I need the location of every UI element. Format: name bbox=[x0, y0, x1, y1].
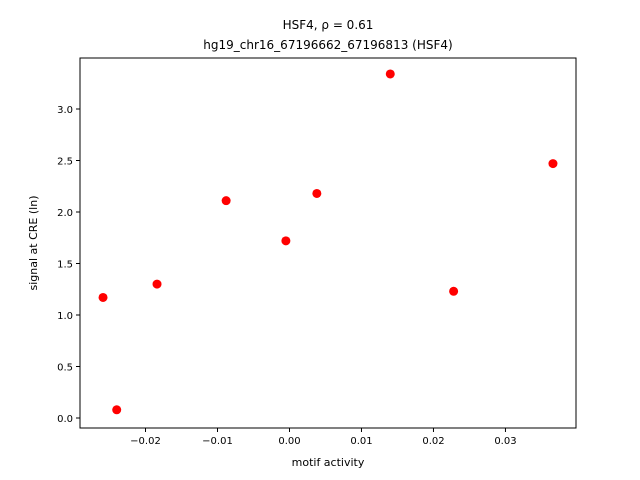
y-tick-label: 3.0 bbox=[57, 105, 73, 116]
point bbox=[112, 405, 122, 415]
chart-subtitle: hg19_chr16_67196662_67196813 (HSF4) bbox=[203, 38, 452, 52]
y-tick-label: 2.0 bbox=[57, 208, 73, 219]
point bbox=[548, 159, 558, 169]
y-tick-label: 1.0 bbox=[57, 311, 73, 322]
y-tick-label: 1.5 bbox=[57, 259, 73, 270]
point bbox=[221, 196, 231, 206]
y-tick-label: 2.5 bbox=[57, 156, 73, 167]
y-tick-label: 0.0 bbox=[57, 414, 73, 425]
point bbox=[312, 188, 322, 198]
y-axis-label: signal at CRE (ln) bbox=[27, 196, 40, 291]
x-tick-label: −0.02 bbox=[130, 436, 161, 447]
x-tick-label: 0.03 bbox=[494, 436, 516, 447]
y-tick-label: 0.5 bbox=[57, 363, 73, 374]
x-tick-label: −0.01 bbox=[202, 436, 233, 447]
x-axis-label: motif activity bbox=[292, 456, 365, 469]
point bbox=[385, 69, 395, 79]
x-tick-label: 0.02 bbox=[422, 436, 444, 447]
point bbox=[281, 236, 291, 246]
point bbox=[98, 292, 108, 302]
point bbox=[449, 286, 459, 296]
point bbox=[152, 279, 162, 289]
plot-frame bbox=[79, 57, 577, 429]
x-tick-label: 0.01 bbox=[350, 436, 372, 447]
chart-title: HSF4, ρ = 0.61 bbox=[283, 18, 374, 32]
x-tick-label: 0.00 bbox=[278, 436, 300, 447]
